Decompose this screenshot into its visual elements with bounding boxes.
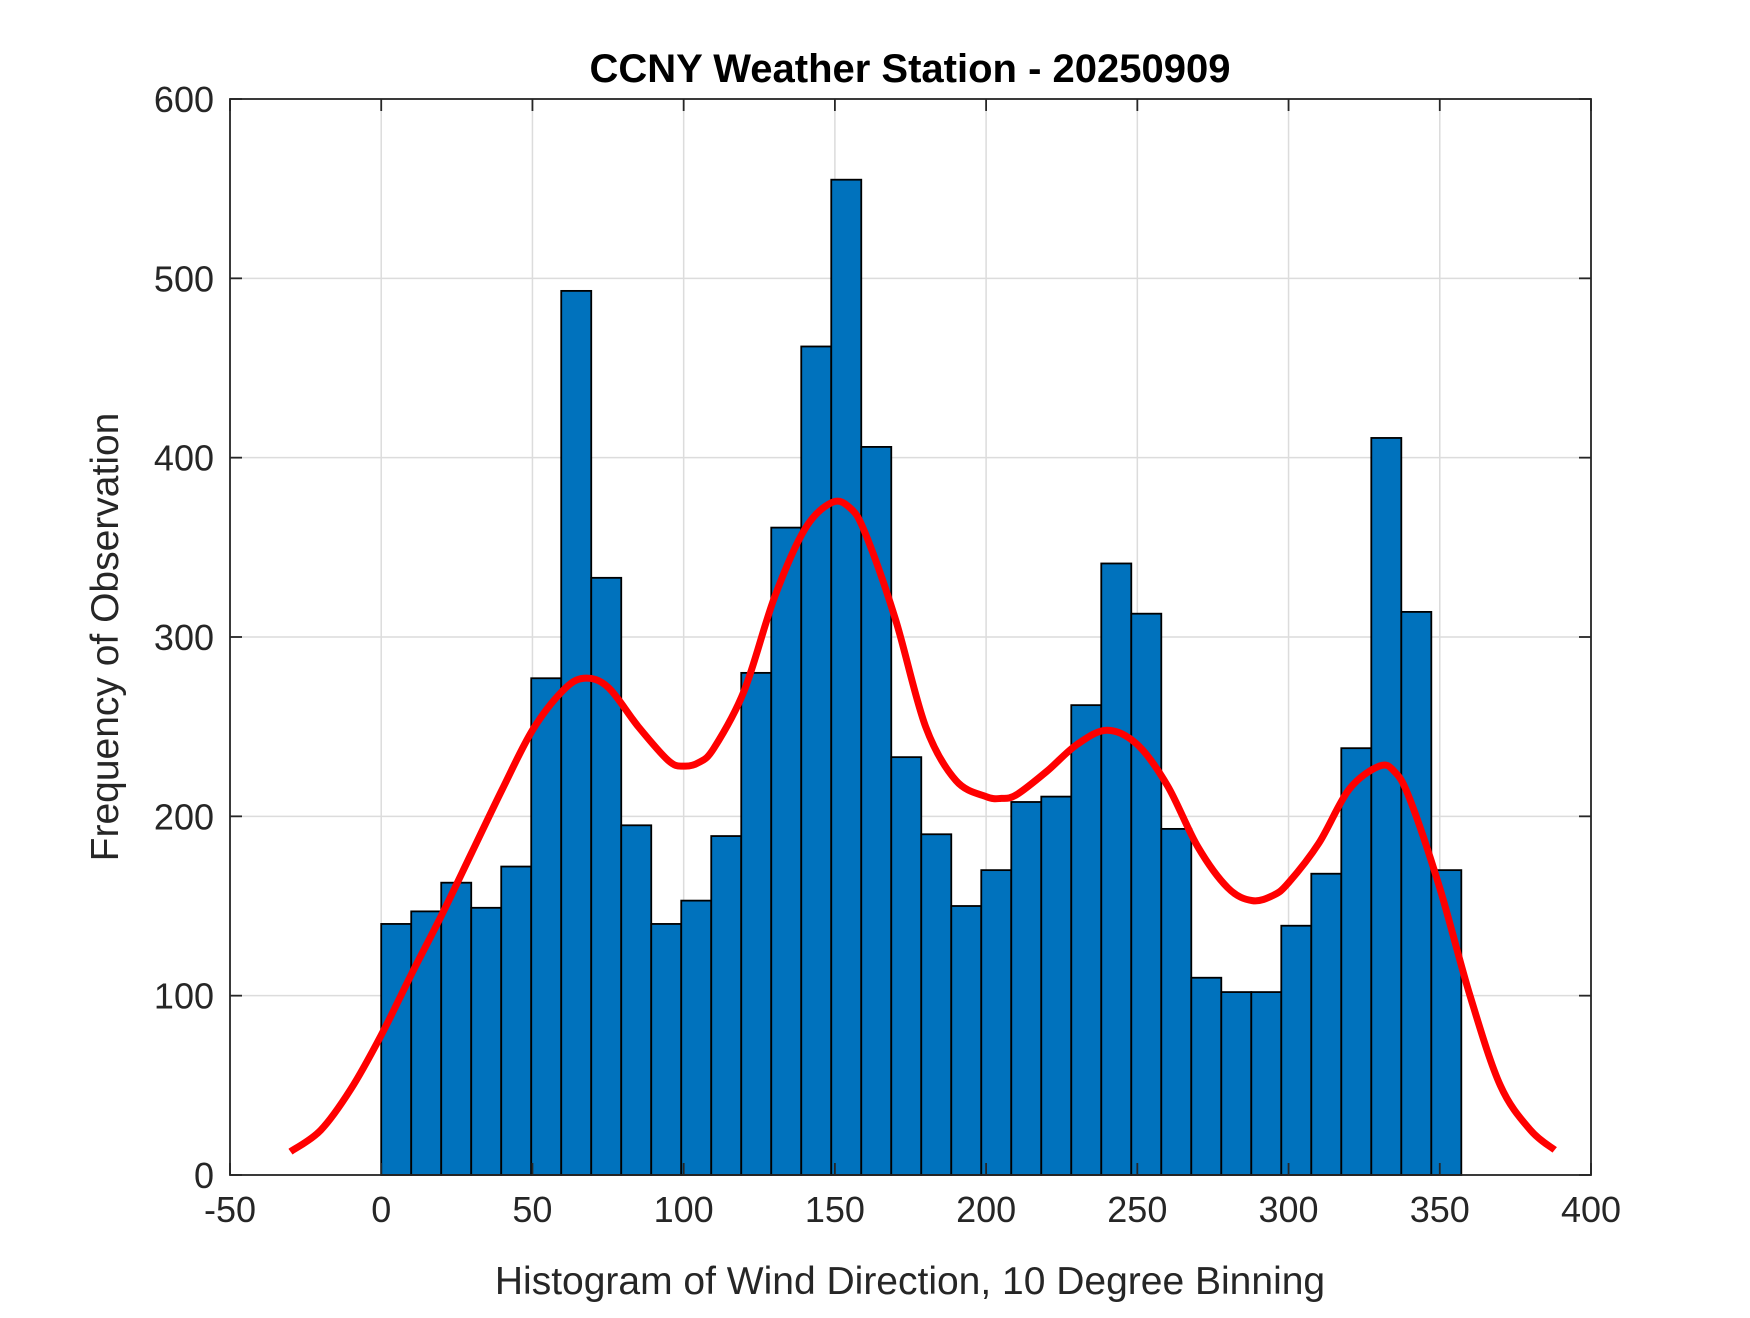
histogram-bar [1250,991,1283,1176]
y-tick-label: 300 [154,617,214,658]
histogram-bar [620,824,653,1176]
histogram-bar [1370,437,1403,1176]
histogram-bar [830,178,863,1176]
histogram-bar [800,345,833,1176]
y-tick-label: 600 [154,79,214,120]
tick-labels: -50 0 50 100 150 200 250 300 350 4000100200300400… [154,79,1621,1230]
histogram-bar [500,865,533,1176]
histogram-bar [470,906,503,1176]
histogram-bar [920,833,953,1176]
histogram-bar [1040,795,1073,1176]
histogram-bar [1100,562,1133,1176]
x-tick-label: 100 [654,1189,714,1230]
histogram-bar [1400,610,1433,1176]
histogram-bar [1310,872,1343,1176]
histogram-bar [590,576,623,1176]
x-tick-label: 400 [1561,1189,1621,1230]
x-tick-label: -50 [204,1189,256,1230]
x-tick-label: 50 [512,1189,552,1230]
histogram-bar [560,289,593,1176]
x-tick-label: 0 [371,1189,391,1230]
chart-title: CCNY Weather Station - 20250909 [590,47,1231,91]
histogram-bar [1130,612,1163,1176]
y-tick-label: 200 [154,796,214,837]
y-axis-label: Frequency of Observation [84,413,127,862]
x-tick-label: 300 [1259,1189,1319,1230]
histogram-bar [980,869,1013,1176]
y-tick-label: 400 [154,438,214,479]
x-axis-label: Histogram of Wind Direction, 10 Degree B… [495,1260,1325,1303]
histogram-bar [680,899,713,1176]
histogram-bar [1160,827,1193,1176]
histogram-bar [650,923,683,1176]
histogram-bar [740,671,773,1176]
x-tick-label: 200 [956,1189,1016,1230]
density-curve-group [288,497,1557,1155]
histogram-bar [1010,801,1043,1176]
histogram-bar [770,526,803,1176]
histogram-bar [530,677,563,1176]
density-curve [288,497,1557,1155]
x-tick-label: 150 [805,1189,865,1230]
axes [229,98,1592,1176]
histogram-bar [380,923,413,1176]
histogram-bar [1280,924,1313,1176]
histogram-bar [1070,704,1103,1176]
histogram-bar [950,905,983,1176]
y-tick-label: 100 [154,976,214,1017]
histogram-bar [710,835,743,1176]
histogram-bar [440,881,473,1176]
y-tick-label: 0 [194,1155,214,1196]
histogram-bar [1190,976,1223,1176]
histogram-bar [1340,747,1373,1176]
histogram-bar [1220,991,1253,1176]
histogram-bar [890,756,923,1176]
y-tick-label: 500 [154,258,214,299]
x-tick-label: 250 [1107,1189,1167,1230]
bars [380,178,1463,1176]
x-tick-label: 350 [1410,1189,1470,1230]
